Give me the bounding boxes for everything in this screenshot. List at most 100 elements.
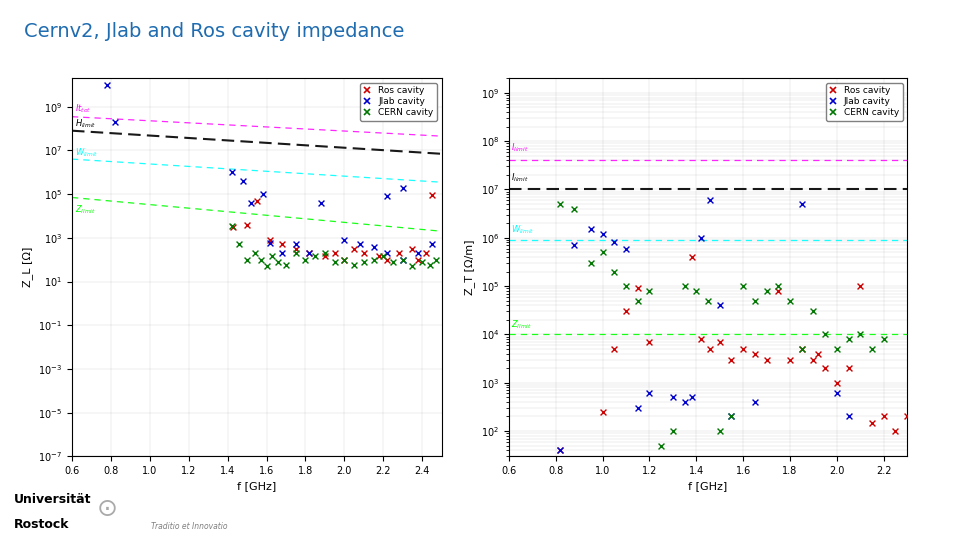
Point [724, 412, 739, 421]
Point [424, 191, 440, 199]
Point [395, 183, 410, 192]
Point [595, 230, 611, 238]
Point [583, 225, 598, 234]
Point [395, 255, 410, 264]
Point [405, 245, 420, 254]
Point [747, 349, 762, 358]
Point [693, 233, 708, 242]
X-axis label: f [GHz]: f [GHz] [688, 482, 728, 491]
Point [288, 240, 303, 249]
Point [607, 345, 622, 353]
Point [288, 245, 303, 254]
Point [805, 355, 821, 364]
Point [313, 199, 328, 207]
Point [553, 446, 568, 455]
Point [852, 330, 868, 339]
Point [618, 282, 634, 291]
Point [677, 397, 692, 406]
Point [684, 393, 699, 402]
Point [654, 441, 669, 450]
Text: $Z_{limit}$: $Z_{limit}$ [75, 203, 96, 215]
Point [424, 240, 440, 249]
Point [876, 412, 892, 421]
Point [864, 345, 879, 353]
Point [900, 412, 915, 421]
Point [630, 284, 645, 293]
Point [607, 267, 622, 276]
Point [724, 355, 739, 364]
Point [864, 418, 879, 427]
Point [226, 223, 241, 232]
Point [327, 258, 343, 266]
Point [876, 335, 892, 343]
Point [566, 204, 582, 213]
Point [301, 249, 317, 258]
Text: $\mathit{It_{tot}}$: $\mathit{It_{tot}}$ [75, 103, 91, 115]
Point [372, 252, 387, 260]
Point [641, 389, 657, 398]
Point [385, 258, 400, 266]
Point [422, 260, 438, 269]
Point [253, 255, 269, 264]
Point [818, 364, 833, 373]
Point [735, 345, 751, 353]
Point [618, 307, 634, 316]
Point [379, 192, 395, 200]
Point [810, 349, 826, 358]
Text: ⊙: ⊙ [97, 497, 118, 521]
Point [239, 255, 254, 264]
Y-axis label: Z_L [Ω]: Z_L [Ω] [22, 247, 33, 287]
Point [375, 252, 391, 260]
Point [759, 286, 775, 295]
Point [724, 412, 739, 421]
Point [712, 338, 728, 346]
Point [747, 296, 762, 305]
Point [239, 220, 254, 229]
Point [366, 255, 381, 264]
Legend: Ros cavity, Jlab cavity, CERN cavity: Ros cavity, Jlab cavity, CERN cavity [826, 83, 902, 120]
Point [259, 262, 275, 271]
Point [298, 255, 313, 264]
Point [347, 260, 362, 269]
Text: Rostock: Rostock [13, 518, 69, 531]
Point [583, 259, 598, 267]
Point [595, 248, 611, 256]
Point [347, 245, 362, 254]
Point [337, 255, 352, 264]
Point [829, 379, 845, 387]
Point [379, 249, 395, 258]
Point [794, 345, 809, 353]
Point [771, 282, 786, 291]
Text: Universität: Universität [13, 494, 91, 507]
Point [317, 252, 332, 260]
Point [782, 296, 798, 305]
Point [782, 355, 798, 364]
Point [665, 393, 681, 402]
Text: $W_{limit}$: $W_{limit}$ [511, 223, 535, 236]
Point [419, 249, 434, 258]
Point [317, 249, 332, 258]
Text: 23: 23 [925, 504, 941, 514]
Point [327, 249, 343, 258]
Point [630, 404, 645, 413]
Point [553, 200, 568, 208]
Point [618, 244, 634, 253]
Text: $\mathit{I_{limit}}$: $\mathit{I_{limit}}$ [511, 172, 529, 185]
Point [247, 249, 262, 258]
Text: 10/04/2018: 10/04/2018 [380, 504, 435, 514]
Point [235, 177, 251, 185]
Point [275, 240, 290, 249]
Point [366, 242, 381, 251]
Point [288, 249, 303, 258]
Point [415, 258, 430, 266]
Point [566, 241, 582, 249]
Point [818, 330, 833, 339]
Point [411, 255, 426, 264]
Point [665, 427, 681, 435]
Point [301, 249, 317, 258]
Point [712, 301, 728, 309]
Point [641, 338, 657, 346]
Text: UNIVERSITÄT ROSTOCK | Fakultät für Informatik und Elektrotechnik: UNIVERSITÄT ROSTOCK | Fakultät für Infor… [410, 503, 736, 515]
Point [641, 286, 657, 295]
Text: Traditio et Innovatio: Traditio et Innovatio [152, 522, 228, 531]
